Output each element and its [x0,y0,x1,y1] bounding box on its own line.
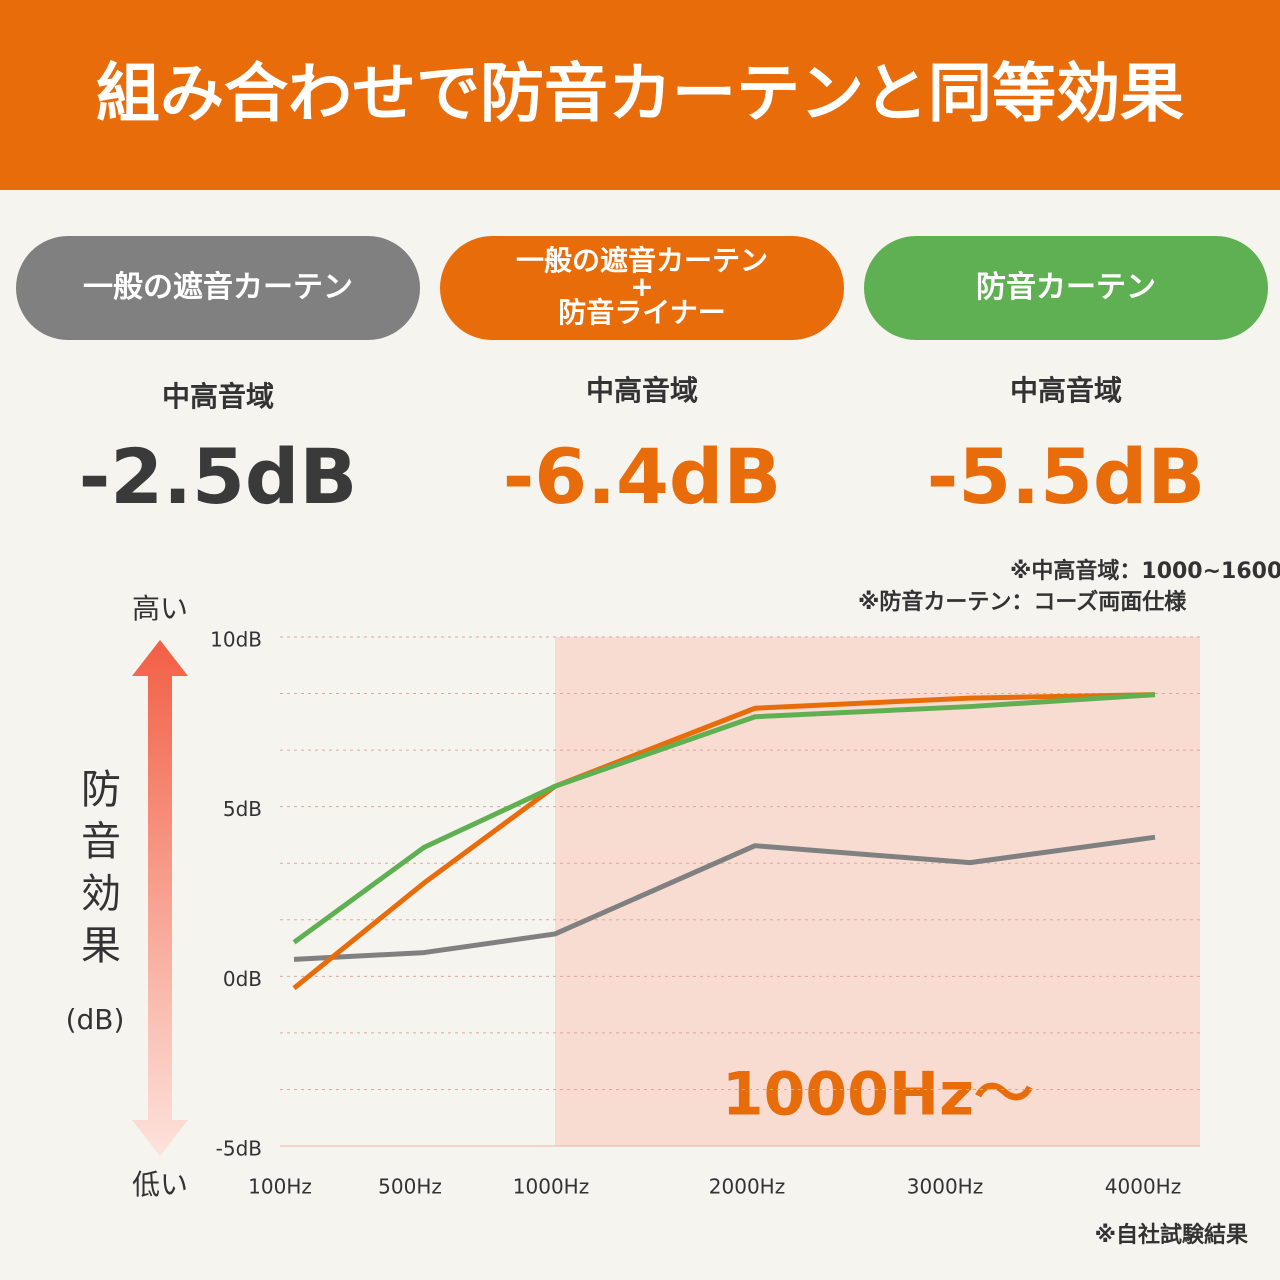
footnote: ※自社試験結果 [1095,1222,1248,1248]
card-band: 中高音域 [1010,374,1122,407]
x-tick-label: 3000Hz [907,1175,983,1199]
card-result: -2.5dB [79,432,358,521]
card-result: -5.5dB [927,432,1206,521]
legend-card [864,236,1268,340]
page-title: 組み合わせで防音カーテンと同等効果 [96,58,1184,132]
y-tick-label: 0dB [223,967,262,991]
legend-label: 防音カーテン [976,270,1156,305]
y-high-label: 高い [132,592,188,625]
card-band: 中高音域 [586,374,698,407]
direction-arrow [132,640,188,1156]
y-axis-unit: (dB) [66,1003,125,1036]
legend-card [16,236,420,340]
series-line [293,834,1156,962]
note: ※中高音域：1000~1600Hz [1010,558,1280,584]
card-band: 中高音域 [162,380,274,413]
series-line [292,692,1156,991]
y-low-label: 低い [132,1168,188,1201]
note: ※防音カーテン：コーズ両面仕様 [858,589,1187,615]
x-tick-label: 2000Hz [709,1175,785,1199]
highlight-region [555,637,1200,1146]
legend-card [440,236,844,340]
header-band [0,0,1280,190]
x-tick-label: 4000Hz [1105,1175,1181,1199]
x-tick-label: 1000Hz [513,1175,589,1199]
legend-label: 一般の遮音カーテン [83,270,353,305]
highlight-label: 1000Hz〜 [722,1060,1034,1130]
y-tick-label: 5dB [223,797,262,821]
x-tick-label: 500Hz [378,1175,442,1199]
y-tick-label: 10dB [210,628,262,652]
y-axis-label: 防音効果 [74,768,120,976]
series-line [292,692,1156,945]
legend-label: 一般の遮音カーテン+防音ライナー [516,244,768,329]
card-result: -6.4dB [503,432,782,521]
y-tick-label: -5dB [216,1137,262,1161]
x-tick-label: 100Hz [248,1175,312,1199]
